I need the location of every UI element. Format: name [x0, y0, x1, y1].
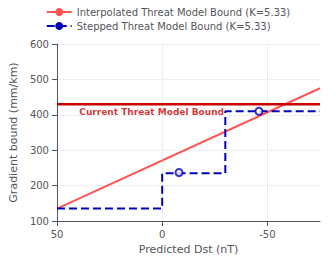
svg-text:Gradient bound (mm/km): Gradient bound (mm/km)	[7, 62, 20, 202]
svg-text:Current Threat Model Bound: Current Threat Model Bound	[79, 107, 224, 117]
svg-text:100: 100	[30, 216, 49, 227]
svg-text:Stepped Threat Model Bound (K=: Stepped Threat Model Bound (K=5.33)	[77, 21, 271, 32]
svg-text:50: 50	[51, 229, 64, 240]
svg-text:600: 600	[30, 39, 49, 50]
svg-text:500: 500	[30, 74, 49, 85]
svg-text:-50: -50	[259, 229, 275, 240]
svg-text:Predicted Dst (nT): Predicted Dst (nT)	[139, 243, 238, 256]
svg-text:200: 200	[30, 180, 49, 191]
svg-text:0: 0	[159, 229, 165, 240]
svg-text:300: 300	[30, 145, 49, 156]
svg-text:400: 400	[30, 109, 49, 120]
svg-text:Interpolated Threat Model Boun: Interpolated Threat Model Bound (K=5.33)	[77, 7, 291, 18]
